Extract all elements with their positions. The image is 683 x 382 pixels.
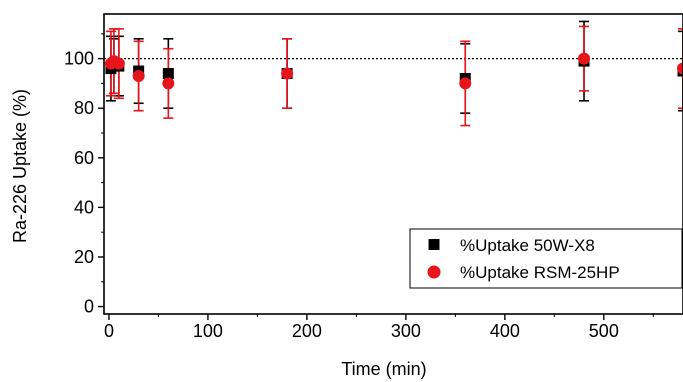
point-rsm-25hp-8 bbox=[677, 62, 683, 75]
legend-label-rsm-25hp: %Uptake RSM-25HP bbox=[460, 263, 620, 282]
point-rsm-25hp-7 bbox=[578, 52, 591, 65]
point-rsm-25hp-6 bbox=[459, 77, 472, 90]
plot-frame bbox=[103, 13, 683, 315]
y-tick-label-40: 40 bbox=[74, 197, 94, 217]
legend-label-50w-x8: %Uptake 50W-X8 bbox=[460, 236, 595, 255]
plot-layer bbox=[104, 20, 683, 127]
legend-marker-50w-x8 bbox=[428, 239, 440, 250]
x-axis-title: Time (min) bbox=[341, 359, 426, 379]
y-tick-label-60: 60 bbox=[74, 148, 94, 168]
y-axis-title: Ra-226 Uptake (%) bbox=[10, 89, 30, 243]
x-tick-label-0: 0 bbox=[104, 321, 114, 341]
errorbar-rsm-25hp-8 bbox=[678, 28, 683, 110]
point-50w-x8-4 bbox=[162, 68, 174, 80]
x-tick-label-200: 200 bbox=[292, 321, 322, 341]
y-tick-label-0: 0 bbox=[84, 297, 94, 317]
y-tick-label-100: 100 bbox=[64, 49, 94, 69]
x-tick-label-100: 100 bbox=[193, 321, 223, 341]
x-tick-label-500: 500 bbox=[589, 321, 619, 341]
point-rsm-25hp-4 bbox=[162, 77, 175, 90]
point-rsm-25hp-5 bbox=[281, 67, 294, 80]
axis-layer: 0 100 200 300 400 500 0 20 40 60 80 100 bbox=[64, 13, 683, 341]
x-tick-label-400: 400 bbox=[490, 321, 520, 341]
plot-area bbox=[104, 20, 683, 127]
y-tick-label-80: 80 bbox=[74, 98, 94, 118]
legend-marker-rsm-25hp bbox=[427, 265, 441, 279]
point-rsm-25hp-2 bbox=[112, 57, 125, 70]
x-tick-label-300: 300 bbox=[391, 321, 421, 341]
errorbar-50w-x8-8 bbox=[678, 30, 683, 112]
point-rsm-25hp-3 bbox=[132, 69, 145, 82]
legend-box bbox=[409, 228, 683, 289]
legend: %Uptake 50W-X8 %Uptake RSM-25HP bbox=[409, 228, 683, 289]
y-tick-label-20: 20 bbox=[74, 247, 94, 267]
